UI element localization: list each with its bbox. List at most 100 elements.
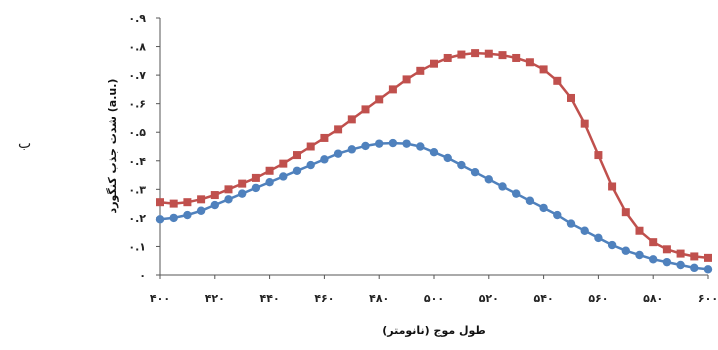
plot-area	[155, 49, 713, 274]
data-point	[306, 160, 315, 170]
data-point	[238, 179, 247, 188]
data-point	[676, 260, 685, 270]
data-point	[662, 245, 671, 254]
data-point	[635, 226, 644, 235]
series-2	[155, 138, 713, 274]
data-point	[580, 119, 589, 128]
data-point	[375, 139, 384, 148]
data-point	[525, 58, 534, 67]
data-point	[539, 65, 548, 74]
data-point	[238, 189, 247, 198]
x-tick-label: ۴۸۰	[369, 292, 389, 305]
data-point	[251, 183, 261, 193]
data-point	[594, 151, 603, 160]
data-point	[539, 203, 548, 213]
data-point	[183, 198, 192, 207]
data-point	[292, 166, 302, 175]
y-tick-label: ۰.۷	[128, 69, 146, 82]
x-tick-label: ۶۰۰	[698, 292, 718, 305]
data-point	[498, 51, 507, 60]
data-point	[607, 240, 617, 250]
x-tick-label: ۵۲۰	[479, 292, 499, 305]
panel-label: ب	[18, 136, 31, 152]
y-tick-label: ۰.۳	[128, 183, 146, 196]
x-tick-label: ۴۶۰	[314, 292, 334, 305]
x-tick-label: ۴۰۰	[150, 292, 170, 305]
data-point	[402, 75, 411, 84]
data-point	[388, 85, 397, 94]
x-tick-label: ۵۴۰	[534, 292, 554, 305]
data-point	[498, 182, 507, 191]
data-point	[567, 93, 575, 102]
data-point	[580, 226, 589, 235]
data-point	[416, 66, 425, 75]
data-point	[320, 155, 329, 164]
x-tick-label: ۴۴۰	[260, 292, 280, 305]
data-point	[471, 49, 480, 58]
data-point	[594, 233, 603, 243]
data-point	[690, 263, 699, 273]
data-point	[347, 145, 356, 154]
data-point	[169, 213, 178, 223]
y-axis-title: شدت جذب کنگورد (a.u.)	[106, 79, 119, 214]
tick-labels: ۰ ۰.۱ ۰.۲ ۰.۳ ۰.۴ ۰.۵ ۰.۶ ۰.۷ ۰.۸ ۰.۹ ۴۰۰ ۴۲۰ ۴۴۰ ۴۶۰…	[128, 12, 718, 305]
data-point	[635, 250, 644, 260]
data-point	[320, 133, 329, 142]
data-point	[608, 182, 617, 191]
data-point	[333, 149, 343, 158]
data-point	[361, 141, 370, 151]
data-point	[265, 166, 274, 175]
data-point	[621, 246, 630, 255]
x-tick-label: ۵۸۰	[643, 292, 663, 305]
data-point	[334, 125, 343, 134]
y-tick-label: ۰	[139, 269, 146, 282]
data-point	[690, 252, 699, 261]
y-tick-label: ۰.۲	[128, 212, 146, 225]
data-point	[704, 253, 712, 262]
data-point	[621, 208, 630, 217]
data-point	[197, 195, 206, 204]
data-point	[512, 189, 521, 198]
data-point	[525, 196, 535, 205]
data-point	[210, 191, 219, 200]
data-point	[703, 265, 713, 274]
data-point	[224, 185, 233, 194]
data-point	[306, 142, 315, 151]
x-axis-title: طول موج (نانومتر)	[382, 324, 486, 338]
data-point	[649, 238, 658, 247]
data-point	[293, 151, 301, 160]
data-point	[443, 153, 452, 163]
data-point	[553, 76, 562, 85]
data-point	[430, 59, 438, 68]
data-point	[402, 139, 411, 148]
data-point	[155, 215, 165, 224]
data-point	[361, 105, 370, 114]
x-tick-label: ۴۲۰	[205, 292, 225, 305]
x-tick-label: ۵۰۰	[424, 292, 444, 305]
data-point	[457, 160, 466, 170]
data-point	[375, 95, 384, 104]
data-point	[196, 206, 206, 215]
data-point	[388, 138, 398, 148]
data-point	[676, 249, 685, 258]
data-point	[347, 115, 356, 124]
data-point	[251, 173, 260, 182]
data-point	[553, 210, 562, 220]
data-point	[457, 50, 466, 59]
data-point	[484, 175, 493, 184]
data-point	[169, 199, 178, 208]
y-tick-label: ۰.۴	[128, 155, 146, 168]
data-point	[429, 148, 439, 157]
data-point	[265, 177, 274, 187]
data-point	[443, 53, 452, 62]
x-tick-label: ۵۶۰	[588, 292, 608, 305]
data-point	[210, 200, 219, 210]
data-point	[183, 210, 192, 220]
y-tick-label: ۰.۹	[128, 12, 146, 25]
data-point	[662, 257, 672, 267]
axes	[156, 17, 709, 279]
data-point	[224, 195, 233, 204]
data-point	[416, 142, 425, 151]
y-tick-label: ۰.۸	[128, 41, 146, 54]
